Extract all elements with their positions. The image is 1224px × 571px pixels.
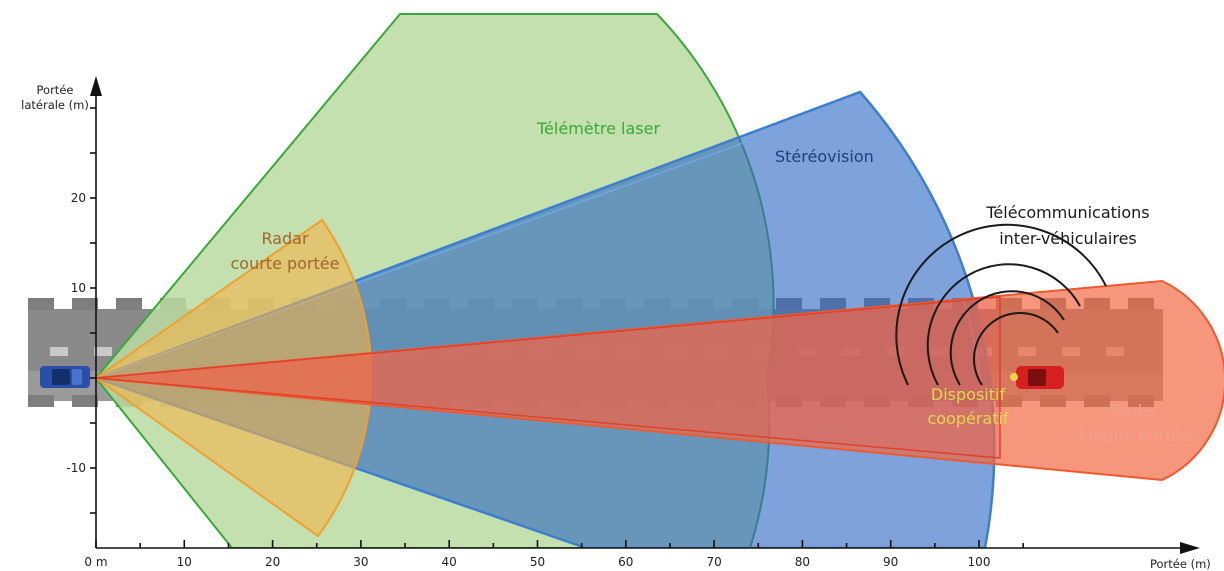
- x-tick-label: 30: [353, 555, 368, 569]
- short-radar-label-line2: courte portée: [231, 254, 340, 273]
- road-edge-block: [28, 395, 54, 407]
- stereovision-label: Stéréovision: [775, 147, 874, 166]
- y-tick-label: 20: [71, 191, 86, 205]
- lane-marking: [50, 347, 68, 356]
- long-radar-coverage-zone: [95, 279, 1224, 482]
- x-tick-label: 50: [530, 555, 545, 569]
- y-axis-title-line1: Portée: [37, 83, 74, 97]
- x-tick-label: 100: [968, 555, 991, 569]
- long-radar-label-line1: Radar: [1111, 401, 1159, 420]
- telecom-label-line2: inter-véhiculaires: [999, 229, 1137, 248]
- x-tick-label: 40: [442, 555, 457, 569]
- long-radar-core-beam: [95, 296, 1001, 459]
- target-car: [1010, 366, 1064, 389]
- telecom-label-line1: Télécommunications: [985, 203, 1149, 222]
- road-edge-block: [28, 298, 54, 310]
- long-radar-label-line2: longue portée: [1079, 426, 1191, 445]
- x-tick-label: 60: [618, 555, 633, 569]
- x-axis-title: Portée (m): [1150, 557, 1211, 571]
- laser-label: Télémètre laser: [536, 119, 660, 138]
- y-tick-label: -10: [66, 461, 86, 475]
- road-edge-block: [72, 298, 98, 310]
- x-tick-label: 10: [177, 555, 192, 569]
- telecom-waves-icon: [895, 223, 1107, 386]
- coop-label-line1: Dispositif: [931, 385, 1006, 404]
- ego-car: [40, 366, 90, 388]
- y-tick-label: 10: [71, 281, 86, 295]
- x-tick-label: 90: [883, 555, 898, 569]
- axes: [90, 76, 1200, 554]
- coop-label-line2: coopératif: [927, 409, 1008, 428]
- road-edge-block: [116, 298, 142, 310]
- x-tick-label: 70: [706, 555, 721, 569]
- lane-marking: [94, 347, 112, 356]
- short-radar-label-line1: Radar: [261, 229, 309, 248]
- x-tick-label: 20: [265, 555, 280, 569]
- y-axis-title-line2: latérale (m): [21, 98, 89, 112]
- x-tick-label: 80: [795, 555, 810, 569]
- x-tick-label: 0 m: [84, 555, 107, 569]
- road-edge-block: [72, 395, 98, 407]
